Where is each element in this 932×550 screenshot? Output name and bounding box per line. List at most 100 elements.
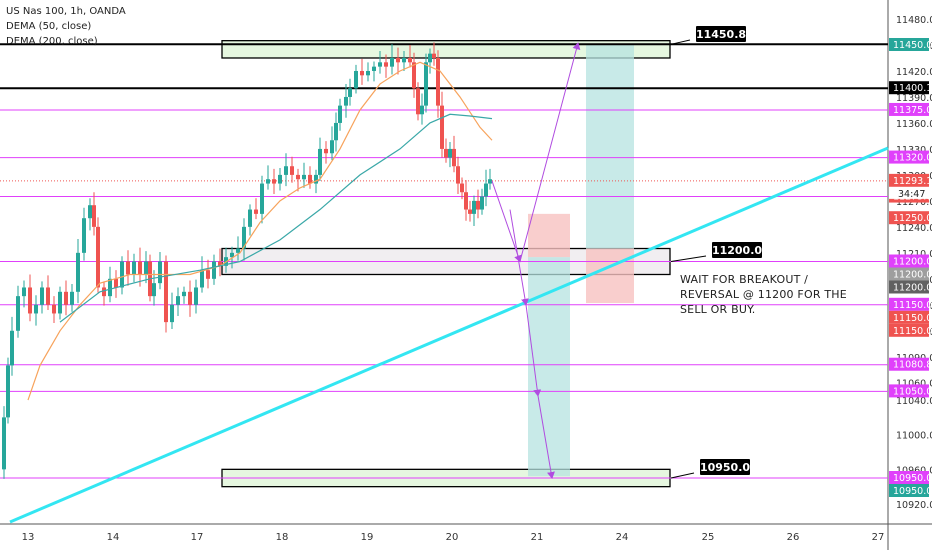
- candle-body[interactable]: [384, 62, 388, 67]
- candle-body[interactable]: [82, 218, 86, 253]
- candle-body[interactable]: [2, 417, 6, 470]
- candle-body[interactable]: [218, 261, 222, 266]
- candle-body[interactable]: [444, 148, 448, 158]
- candle-body[interactable]: [76, 252, 80, 292]
- candle-body[interactable]: [338, 105, 342, 123]
- trend-line[interactable]: [9, 146, 889, 524]
- candle-body[interactable]: [480, 196, 484, 210]
- candle-body[interactable]: [22, 287, 26, 297]
- candle-body[interactable]: [330, 140, 334, 154]
- candle-body[interactable]: [344, 96, 348, 106]
- candle-body[interactable]: [114, 278, 118, 288]
- candle-body[interactable]: [92, 205, 96, 227]
- legend-dema50[interactable]: DEMA (50, close): [6, 21, 92, 32]
- candle-body[interactable]: [10, 330, 14, 366]
- candle-body[interactable]: [248, 209, 252, 227]
- candle-body[interactable]: [108, 278, 112, 297]
- candle-body[interactable]: [408, 57, 412, 63]
- candle-body[interactable]: [416, 88, 420, 115]
- callout-box-0[interactable]: [696, 26, 746, 42]
- projection-arrow-4[interactable]: [537, 395, 555, 479]
- candle-body[interactable]: [314, 174, 318, 184]
- candle-body[interactable]: [64, 291, 68, 305]
- candle-body[interactable]: [70, 291, 74, 305]
- candle-body[interactable]: [452, 148, 456, 167]
- candle-body[interactable]: [348, 88, 352, 97]
- candle-body[interactable]: [16, 296, 20, 331]
- candle-body[interactable]: [366, 70, 370, 76]
- callout-box-1[interactable]: [712, 242, 762, 258]
- candle-body[interactable]: [390, 57, 394, 67]
- candle-body[interactable]: [476, 200, 480, 210]
- candle-body[interactable]: [194, 287, 198, 305]
- dema-200-line[interactable]: [59, 113, 493, 323]
- candle-body[interactable]: [170, 304, 174, 323]
- candle-body[interactable]: [402, 57, 406, 63]
- candle-body[interactable]: [158, 261, 162, 284]
- candle-body[interactable]: [378, 62, 382, 67]
- projection-arrow-0[interactable]: [491, 180, 522, 263]
- candle-body[interactable]: [468, 209, 472, 214]
- candle-body[interactable]: [334, 122, 338, 141]
- candle-body[interactable]: [260, 183, 264, 214]
- candle-body[interactable]: [126, 261, 130, 275]
- candle-body[interactable]: [354, 70, 358, 89]
- annotation-text[interactable]: WAIT FOR BREAKOUT / REVERSAL @ 11200 FOR…: [680, 272, 858, 317]
- candle-body[interactable]: [290, 166, 294, 175]
- candle-body[interactable]: [272, 179, 276, 184]
- legend-symbol[interactable]: US Nas 100, 1h, OANDA: [6, 6, 126, 17]
- candle-body[interactable]: [138, 261, 142, 275]
- candle-body[interactable]: [432, 53, 436, 58]
- dema-50-line[interactable]: [27, 61, 493, 401]
- candle-body[interactable]: [88, 205, 92, 219]
- candle-body[interactable]: [266, 179, 270, 184]
- candle-body[interactable]: [132, 261, 136, 275]
- candle-body[interactable]: [424, 62, 428, 106]
- candle-body[interactable]: [212, 261, 216, 279]
- candle-body[interactable]: [230, 252, 234, 258]
- position-long-target[interactable]: [586, 45, 634, 249]
- candle-body[interactable]: [188, 291, 192, 305]
- candle-body[interactable]: [120, 261, 124, 288]
- candle-body[interactable]: [464, 192, 468, 210]
- candle-body[interactable]: [456, 166, 460, 184]
- candle-body[interactable]: [176, 296, 180, 305]
- candle-body[interactable]: [420, 105, 424, 115]
- candle-body[interactable]: [144, 261, 148, 275]
- candle-body[interactable]: [182, 291, 186, 297]
- candle-body[interactable]: [296, 174, 300, 180]
- candle-body[interactable]: [254, 209, 258, 214]
- candle-body[interactable]: [6, 365, 10, 418]
- candle-body[interactable]: [436, 57, 440, 106]
- candle-body[interactable]: [318, 148, 322, 175]
- candle-body[interactable]: [396, 57, 400, 63]
- candle-body[interactable]: [284, 166, 288, 175]
- candle-body[interactable]: [242, 226, 246, 249]
- candle-body[interactable]: [488, 179, 492, 184]
- candle-body[interactable]: [206, 270, 210, 279]
- candle-body[interactable]: [324, 148, 328, 154]
- candle-body[interactable]: [236, 248, 240, 253]
- candle-body[interactable]: [200, 270, 204, 288]
- candle-body[interactable]: [302, 174, 306, 180]
- candle-body[interactable]: [412, 62, 416, 89]
- candle-body[interactable]: [360, 70, 364, 76]
- projection-arrow-2[interactable]: [509, 209, 529, 306]
- candle-body[interactable]: [152, 283, 156, 297]
- candle-body[interactable]: [96, 226, 100, 288]
- candle-body[interactable]: [40, 287, 44, 305]
- candle-body[interactable]: [278, 174, 282, 184]
- candle-body[interactable]: [472, 200, 476, 214]
- candle-body[interactable]: [372, 66, 376, 71]
- candle-body[interactable]: [308, 174, 312, 184]
- candle-body[interactable]: [52, 304, 56, 314]
- candle-body[interactable]: [460, 183, 464, 193]
- projection-arrow-3[interactable]: [525, 304, 542, 397]
- position-long-stop[interactable]: [586, 248, 634, 304]
- candle-body[interactable]: [28, 287, 32, 314]
- candle-body[interactable]: [428, 53, 432, 63]
- candle-body[interactable]: [448, 148, 452, 158]
- candle-body[interactable]: [34, 304, 38, 314]
- candle-body[interactable]: [440, 105, 444, 149]
